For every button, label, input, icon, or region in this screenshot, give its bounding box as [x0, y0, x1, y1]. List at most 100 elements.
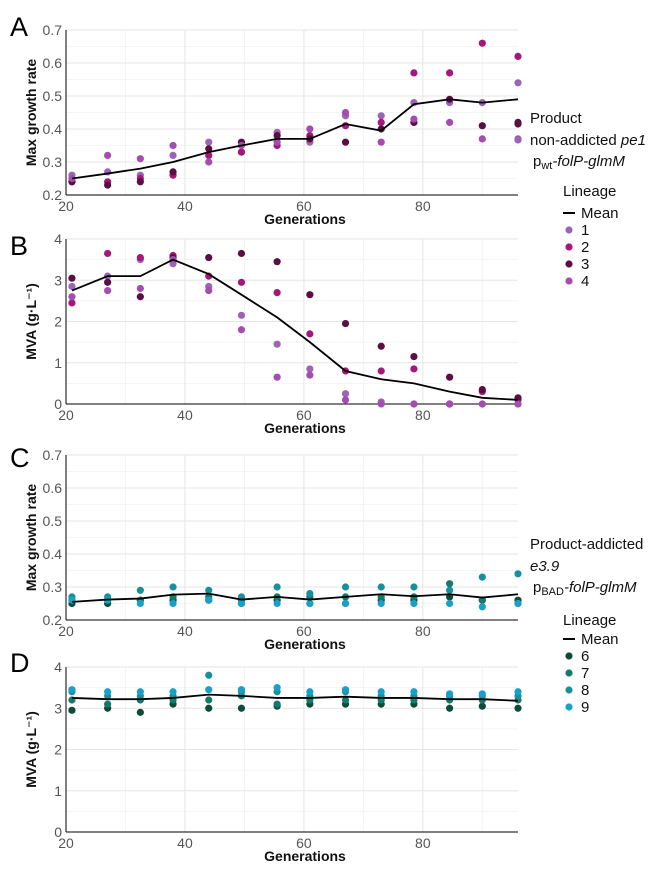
panel-c-x-axis-title: Generations: [264, 636, 346, 652]
panel-b-point-lineage-4: [237, 326, 246, 334]
panel-b-point-lineage-4: [104, 286, 112, 295]
panel-b-point-lineage-4: [136, 284, 144, 293]
panel-b-point-lineage-4: [446, 400, 454, 408]
panel-d-point-lineage-8: [205, 671, 213, 679]
panel-d-point-lineage-9: [68, 686, 76, 694]
panel-d-mean-line: [71, 693, 519, 702]
legend-top-promoter: pwt-folP-glmM: [533, 153, 625, 172]
panel-a-y-tick-label: 0.3: [43, 154, 63, 170]
panel-a-point-lineage-2: [237, 148, 246, 156]
panel-c-point-lineage-9: [68, 596, 76, 604]
panel-d-y-tick-label: 0: [54, 824, 62, 840]
panel-a-point-lineage-3: [169, 168, 177, 176]
panel-a-x-tick-label: 80: [415, 198, 431, 214]
panel-a-point-lineage-4: [273, 138, 281, 146]
legend-top: Product non-addicted pe1 pwt-folP-glmM L…: [514, 110, 646, 290]
panel-d-point-lineage-9: [104, 688, 112, 696]
panel-b-point-lineage-1: [273, 340, 281, 348]
panel-b-mva-chart: 20 40 60 80 0 1 2 3 4 Generations MVA (g·L⁻¹): [23, 231, 522, 436]
panel-b-point-lineage-3: [377, 342, 385, 350]
legend-top-product-title: Product: [530, 110, 583, 127]
panel-b-point-lineage-2: [68, 299, 76, 307]
panel-b-mean-line: [71, 258, 519, 401]
panel-b-point-lineage-3: [273, 258, 281, 266]
panel-c-mean-line: [71, 592, 519, 603]
panel-c-point-lineage-8: [514, 570, 522, 578]
panel-a-point-lineage-4: [410, 115, 418, 123]
panel-c-point-lineage-8: [341, 583, 350, 591]
panel-d-point-lineage-9: [136, 688, 144, 696]
panel-b-x-tick-label: 40: [177, 407, 193, 423]
panel-b-point-lineage-2: [410, 365, 418, 373]
panel-b-point-lineage-3: [205, 253, 213, 262]
panel-letter-a: A: [10, 12, 28, 42]
panel-c-point-lineage-9: [306, 599, 314, 608]
panel-a-y-tick-label: 0.7: [43, 22, 63, 38]
panel-c-y-tick-label: 0.3: [43, 579, 63, 595]
panel-a-point-lineage-3: [341, 138, 350, 146]
panel-a-point-lineage-2: [205, 151, 213, 159]
panel-b-point-lineage-3: [237, 249, 246, 258]
legend-top-item-label: Mean: [581, 205, 619, 222]
panel-b-point-lineage-4: [205, 286, 213, 295]
panel-c-point-lineage-9: [410, 599, 418, 608]
panel-letter-c: C: [10, 443, 30, 473]
panel-b-point-lineage-2: [136, 253, 144, 262]
panel-b-point-lineage-2: [377, 367, 385, 375]
panel-b-x-axis-title: Generations: [264, 420, 346, 436]
panel-b-point-lineage-3: [341, 319, 350, 328]
panel-c-point-lineage-9: [136, 599, 144, 608]
panel-b-point-lineage-4: [478, 400, 486, 408]
panel-d-point-lineage-7: [341, 696, 350, 704]
panel-b-x-tick-label: 60: [296, 407, 312, 423]
panel-c-x-tick-label: 40: [177, 623, 193, 639]
panel-c-point-lineage-9: [205, 596, 213, 604]
panel-a-y-tick-label: 0.5: [43, 88, 63, 104]
panel-a-point-lineage-3: [136, 178, 144, 186]
legend-top-item-label: 4: [581, 273, 589, 290]
panel-c-point-lineage-7: [446, 580, 454, 588]
panel-b-point-lineage-3: [136, 293, 144, 301]
panel-a-point-lineage-1: [169, 151, 177, 159]
legend-bottom-swatch-8: [565, 686, 573, 694]
panel-c-point-lineage-9: [273, 599, 281, 608]
panel-d-y-tick-label: 2: [54, 742, 62, 758]
panel-b-point-lineage-4: [273, 373, 281, 381]
panel-c-x-tick-label: 80: [415, 623, 431, 639]
panel-b-point-lineage-1: [68, 282, 76, 291]
panel-a-point-lineage-4: [377, 138, 385, 146]
legend-top-product-dot: [514, 136, 522, 144]
panel-c-point-lineage-9: [341, 599, 350, 608]
legend-bottom-item-label: 8: [581, 682, 589, 699]
panel-d-point-lineage-9: [306, 688, 314, 696]
panel-d-point-lineage-6: [478, 702, 486, 710]
panel-c-y-tick-label: 0.4: [43, 546, 63, 562]
panel-c-point-lineage-9: [514, 599, 522, 608]
panel-d-mva-chart: 20 40 60 80 0 1 2 3 4 Generations MVA (g·L⁻¹): [23, 659, 522, 864]
panel-c-y-tick-label: 0.2: [43, 612, 63, 628]
panel-c-point-lineage-8: [306, 590, 314, 598]
panel-c-point-lineage-9: [446, 599, 454, 608]
legend-top-item-label: 2: [581, 239, 589, 256]
panel-b-point-lineage-4: [377, 400, 385, 408]
panel-c-point-lineage-8: [410, 583, 418, 591]
panel-a-y-tick-label: 0.2: [43, 187, 63, 203]
panel-a-growth-rate-chart: 20 40 60 80 0.2 0.3 0.4 0.5 0.6 0.7 Generations Max…: [23, 22, 522, 227]
panel-a-point-lineage-3: [478, 122, 486, 130]
panel-a-point-lineage-2: [410, 69, 418, 77]
legend-top-product-dot: [514, 120, 522, 128]
panel-d-point-lineage-7: [104, 700, 112, 708]
panel-d-x-tick-label: 60: [296, 835, 312, 851]
legend-top-strain: non-addicted pe1: [530, 132, 646, 149]
panel-a-point-lineage-4: [341, 108, 350, 117]
panel-b-point-lineage-3: [104, 278, 112, 286]
legend-bottom-promoter-gene: -folP-glmM: [564, 579, 637, 596]
panel-a-point-lineage-4: [169, 141, 177, 150]
legend-bottom-item-label: 6: [581, 648, 589, 665]
panel-d-y-tick-label: 1: [54, 783, 62, 799]
panel-b-y-tick-label: 3: [54, 272, 62, 288]
panel-c-x-tick-label: 60: [296, 623, 312, 639]
panel-a-y-tick-label: 0.4: [43, 121, 63, 137]
panel-c-point-lineage-9: [169, 599, 177, 608]
legend-bottom-item-label: 7: [581, 665, 589, 682]
